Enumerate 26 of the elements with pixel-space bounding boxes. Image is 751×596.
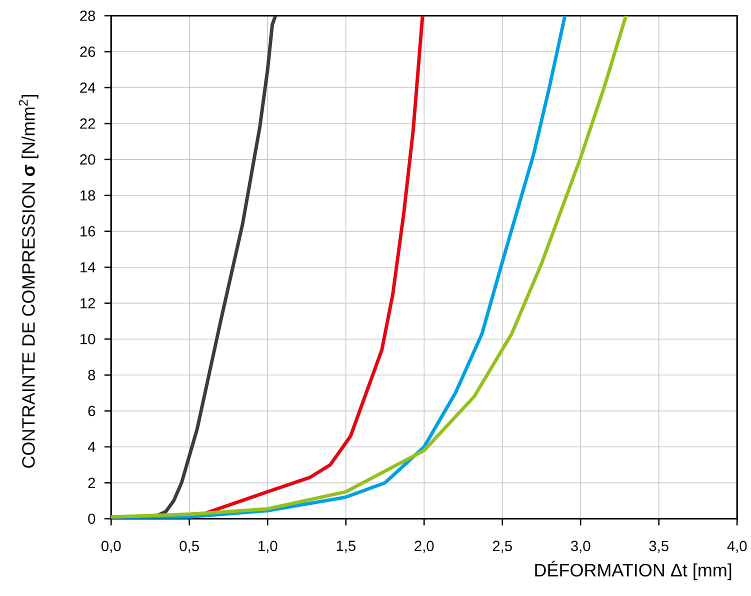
x-axis-title: DÉFORMATION Δt [mm] xyxy=(535,560,732,580)
y-tick-label: 10 xyxy=(80,334,96,344)
x-tick-label: 1,5 xyxy=(336,540,356,553)
y-tick-label: 14 xyxy=(80,262,96,272)
y-tick-label: 4 xyxy=(88,442,96,452)
x-tick-label: 4,0 xyxy=(727,540,747,553)
x-tick-label: 0,5 xyxy=(180,540,199,553)
x-tick-label: 1,0 xyxy=(258,540,278,553)
y-tick-label: 16 xyxy=(80,226,96,237)
y-tick-label: 28 xyxy=(80,10,96,21)
x-tick-label: 2,0 xyxy=(414,540,434,553)
y-tick-label: 20 xyxy=(80,154,96,165)
x-tick-label: 3,0 xyxy=(570,540,590,553)
y-tick-label: 8 xyxy=(88,370,96,380)
y-tick-label: 12 xyxy=(80,298,96,308)
y-tick-label: 0 xyxy=(88,514,96,524)
y-tick-label: 22 xyxy=(80,118,96,129)
y-tick-label: 24 xyxy=(80,82,96,93)
y-tick-label: 26 xyxy=(80,46,96,57)
y-tick-label: 6 xyxy=(88,406,96,416)
x-tick-label: 3,5 xyxy=(649,540,668,553)
x-tick-label: 0,0 xyxy=(101,540,121,553)
y-axis-title: CONTRAINTE DE COMPRESSION σ [N/mm$^{2}$] xyxy=(18,94,38,468)
y-tick-label: 2 xyxy=(88,478,96,488)
x-tick-label: 2,5 xyxy=(492,540,512,553)
y-tick-label: 18 xyxy=(80,190,96,201)
